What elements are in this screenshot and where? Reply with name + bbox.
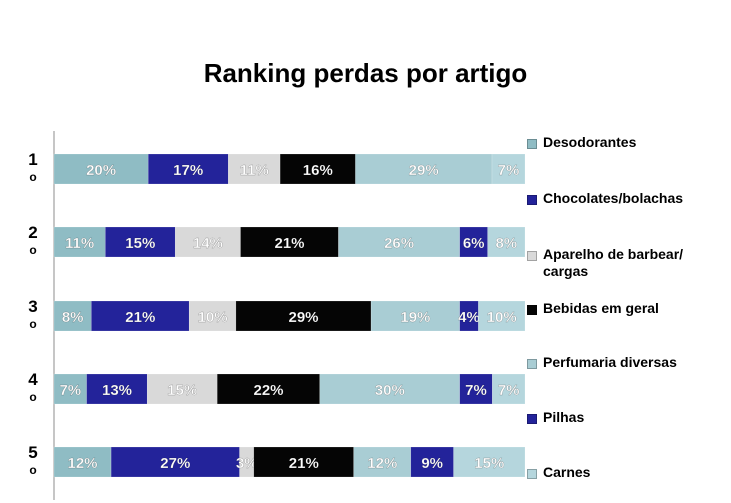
data-label: 21% bbox=[289, 455, 319, 472]
legend-item: Desodorantes bbox=[527, 134, 636, 151]
legend-item: Carnes bbox=[527, 464, 590, 481]
data-label: 29% bbox=[288, 309, 318, 326]
data-label: 3% bbox=[236, 455, 258, 472]
data-label: 9% bbox=[421, 455, 443, 472]
bar-segment bbox=[410, 446, 454, 478]
legend-label: Carnes bbox=[543, 464, 591, 480]
legend-swatch bbox=[527, 359, 537, 369]
bar-segment bbox=[53, 300, 92, 332]
bar-segment bbox=[491, 153, 526, 185]
data-label: 7% bbox=[59, 382, 81, 399]
legend-swatch bbox=[527, 139, 537, 149]
legend-item: Chocolates/bolachas bbox=[527, 190, 683, 207]
data-label: 20% bbox=[86, 162, 116, 179]
bar-segment bbox=[492, 373, 526, 405]
data-label: 19% bbox=[400, 309, 430, 326]
data-label: 7% bbox=[465, 382, 487, 399]
legend-swatch bbox=[527, 305, 537, 315]
bar-segment bbox=[216, 373, 321, 405]
legend-label: Pilhas bbox=[543, 409, 585, 425]
bar-segment bbox=[487, 226, 526, 258]
bar-segment bbox=[53, 373, 87, 405]
bar-segment bbox=[147, 373, 218, 405]
data-label: 27% bbox=[160, 455, 190, 472]
data-label: 12% bbox=[367, 455, 397, 472]
data-label: 11% bbox=[65, 235, 94, 252]
data-label: 29% bbox=[409, 162, 439, 179]
legend-swatch bbox=[527, 251, 537, 261]
data-label: 21% bbox=[125, 309, 155, 326]
data-label: 10% bbox=[198, 309, 228, 326]
data-label: 7% bbox=[498, 382, 520, 399]
legend-item: Pilhas bbox=[527, 409, 584, 426]
legend-label: Chocolates/bolachas bbox=[543, 190, 684, 206]
data-label: 4% bbox=[458, 309, 480, 326]
bar-segment bbox=[240, 226, 339, 258]
bar-segment bbox=[478, 300, 526, 332]
legend-swatch bbox=[527, 414, 537, 424]
legend-label: Perfumaria diversas bbox=[543, 354, 677, 370]
legend-item: Aparelho de barbear/ cargas bbox=[527, 246, 683, 280]
data-label: 7% bbox=[498, 162, 520, 179]
bar-segment bbox=[174, 226, 241, 258]
bar-segment bbox=[235, 300, 372, 332]
data-label: 8% bbox=[495, 235, 517, 252]
bar-segment bbox=[53, 226, 106, 258]
bar-segment bbox=[319, 373, 460, 405]
legend-swatch bbox=[527, 469, 537, 479]
data-label: 15% bbox=[474, 455, 504, 472]
data-label: 26% bbox=[384, 235, 414, 252]
bar-segment bbox=[53, 153, 149, 185]
data-label: 15% bbox=[125, 235, 155, 252]
data-label: 11% bbox=[240, 162, 269, 179]
bar-segment bbox=[110, 446, 240, 478]
legend-label: Desodorantes bbox=[543, 134, 637, 150]
bar-segment bbox=[86, 373, 148, 405]
data-label: 30% bbox=[375, 382, 405, 399]
bar-segment bbox=[459, 373, 493, 405]
data-label: 15% bbox=[167, 382, 197, 399]
chart-title: Ranking perdas por artigo bbox=[203, 58, 528, 88]
legend-label: Aparelho de barbear/ cargas bbox=[543, 246, 684, 279]
bar-segment bbox=[91, 300, 190, 332]
legend-label: Bebidas em geral bbox=[543, 300, 659, 316]
bar-segment bbox=[338, 226, 460, 258]
bar-segment bbox=[147, 153, 229, 185]
data-label: 13% bbox=[102, 382, 132, 399]
data-label: 12% bbox=[67, 455, 97, 472]
legend-item: Bebidas em geral bbox=[527, 300, 659, 317]
data-label: 10% bbox=[487, 309, 517, 326]
data-label: 6% bbox=[463, 235, 485, 252]
legend-swatch bbox=[527, 195, 537, 205]
bar-segment bbox=[353, 446, 412, 478]
legend-item: Perfumaria diversas bbox=[527, 354, 677, 371]
bar-segment bbox=[253, 446, 354, 478]
bar-segment bbox=[105, 226, 176, 258]
data-label: 22% bbox=[253, 382, 283, 399]
data-label: 16% bbox=[303, 162, 333, 179]
bar-segment bbox=[355, 153, 493, 185]
data-label: 17% bbox=[173, 162, 203, 179]
bar-segment bbox=[188, 300, 237, 332]
data-label: 14% bbox=[193, 235, 223, 252]
data-label: 8% bbox=[62, 309, 84, 326]
data-label: 21% bbox=[274, 235, 304, 252]
bar-segment bbox=[453, 446, 526, 478]
